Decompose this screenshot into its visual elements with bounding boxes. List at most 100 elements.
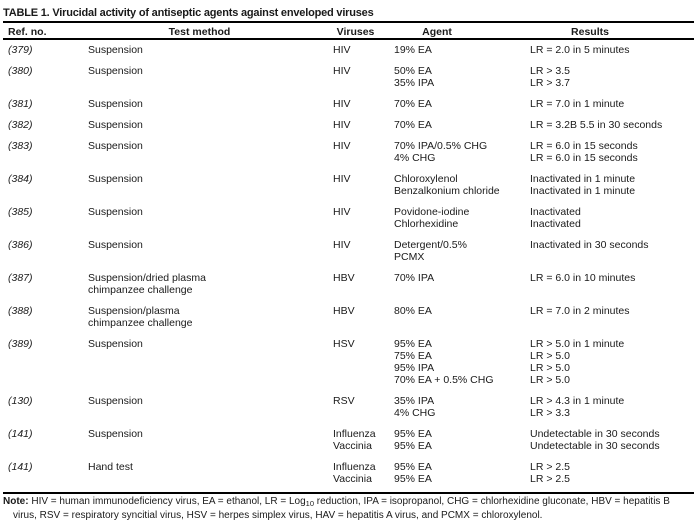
cell-line: LR > 2.5 [530, 473, 570, 485]
viruses-cell: Influenza Vaccinia [333, 428, 394, 452]
cell-line: Hand test [88, 461, 133, 473]
cell-line: (384) [8, 173, 33, 185]
results-cell: LR > 5.0 in 1 minute LR > 5.0 LR > 5.0 LR >… [530, 338, 694, 386]
cell-line: LR = 7.0 in 2 minutes [530, 305, 630, 317]
agent-cell: Chloroxylenol Benzalkonium chloride [394, 173, 530, 197]
cell-line: Suspension [88, 98, 143, 110]
note-line-1: Note: HIV = human immunodeficiency virus… [3, 496, 695, 510]
cell-line: LR > 3.5 [530, 65, 570, 77]
cell-line: Undetectable in 30 seconds [530, 440, 660, 452]
cell-line: (388) [8, 305, 33, 317]
cell-line: Inactivated [530, 218, 581, 230]
cell-line: HIV [333, 65, 351, 77]
agent-cell: Detergent/0.5% PCMX [394, 239, 530, 263]
cell-line: 4% CHG [394, 152, 436, 164]
cell-line: HSV [333, 338, 355, 350]
results-cell: LR = 7.0 in 1 minute [530, 98, 694, 110]
results-cell: LR = 6.0 in 10 minutes [530, 272, 694, 296]
table-row: (387) Suspension/dried plasma chimpanzee … [3, 272, 694, 296]
cell-line: LR = 6.0 in 15 seconds [530, 152, 638, 164]
column-header-results: Results [571, 26, 609, 38]
cell-line: Inactivated in 1 minute [530, 173, 636, 185]
test-method-cell: Suspension [88, 239, 333, 263]
cell-line: HIV [333, 173, 351, 185]
cell-line: HIV [333, 206, 351, 218]
cell-line: LR > 5.0 [530, 362, 570, 374]
viruses-cell: Influenza Vaccinia [333, 461, 394, 485]
cell-line: Undetectable in 30 seconds [530, 428, 660, 440]
cell-line: PCMX [394, 251, 425, 263]
test-method-cell: Suspension [88, 119, 333, 131]
results-cell: Inactivated in 1 minute Inactivated in 1 … [530, 173, 694, 197]
agent-cell: 95% EA 75% EA 95% IPA 70% EA + 0.5% CHG [394, 338, 530, 386]
test-method-cell: Suspension/plasma chimpanzee challenge [88, 305, 333, 329]
results-cell: LR > 4.3 in 1 minute LR > 3.3 [530, 395, 694, 419]
ref-no-cell: (389) [3, 338, 88, 386]
viruses-cell: HIV [333, 44, 394, 56]
viruses-cell: HSV [333, 338, 394, 386]
ref-no-cell: (380) [3, 65, 88, 89]
table-title: TABLE 1. Virucidal activity of antisepti… [3, 7, 374, 19]
results-cell: Undetectable in 30 seconds Undetectable i… [530, 428, 694, 452]
table-row: (386) Suspension HIV Detergent/0.5% PCMX … [3, 239, 694, 263]
ref-no-cell: (141) [3, 461, 88, 485]
column-header-test-method: Test method [168, 26, 231, 38]
viruses-cell: HIV [333, 173, 394, 197]
cell-line: Influenza [333, 428, 376, 440]
cell-line: Inactivated in 30 seconds [530, 239, 649, 251]
ref-no-cell: (382) [3, 119, 88, 131]
cell-line: Suspension/plasma [88, 305, 180, 317]
cell-line: 70% EA + 0.5% CHG [394, 374, 494, 386]
agent-cell: 70% IPA/0.5% CHG 4% CHG [394, 140, 530, 164]
viruses-cell: RSV [333, 395, 394, 419]
cell-line: LR = 2.0 in 5 minutes [530, 44, 630, 56]
cell-line: LR = 7.0 in 1 minute [530, 98, 625, 110]
cell-line: Chlorhexidine [394, 218, 459, 230]
cell-line: LR = 6.0 in 15 seconds [530, 140, 638, 152]
table-body: (379) Suspension HIV 19% EA LR = 2.0 in … [3, 44, 694, 494]
cell-line: Influenza [333, 461, 376, 473]
cell-line: (380) [8, 65, 33, 77]
cell-line: 70% IPA [394, 272, 435, 284]
note-subscript: 10 [305, 499, 315, 508]
cell-line: Inactivated in 1 minute [530, 185, 636, 197]
test-method-cell: Suspension [88, 44, 333, 56]
ref-no-cell: (385) [3, 206, 88, 230]
cell-line: 95% IPA [394, 362, 435, 374]
table-row: (389) Suspension HSV 95% EA 75% EA 95% IPA… [3, 338, 694, 386]
cell-line: 80% EA [394, 305, 432, 317]
cell-line: HIV [333, 98, 351, 110]
cell-line: 70% EA [394, 98, 432, 110]
agent-cell: 70% IPA [394, 272, 530, 296]
cell-line: (383) [8, 140, 33, 152]
results-cell: LR > 3.5 LR > 3.7 [530, 65, 694, 89]
cell-line: (386) [8, 239, 33, 251]
cell-line: Detergent/0.5% [394, 239, 467, 251]
column-header-ref-no: Ref. no. [8, 26, 47, 38]
table-row: (383) Suspension HIV 70% IPA/0.5% CHG 4% … [3, 140, 694, 164]
cell-line: Chloroxylenol [394, 173, 458, 185]
ref-no-cell: (384) [3, 173, 88, 197]
viruses-cell: HBV [333, 272, 394, 296]
table-row: (388) Suspension/plasma chimpanzee challe… [3, 305, 694, 329]
cell-line: (379) [8, 44, 33, 56]
cell-line: RSV [333, 395, 355, 407]
column-header-viruses: Viruses [336, 26, 375, 38]
cell-line: LR > 3.3 [530, 407, 570, 419]
note-text-post: reduction, IPA = isopropanol, CHG = chlo… [314, 496, 670, 507]
cell-line: Suspension [88, 428, 143, 440]
header-rule [3, 38, 694, 40]
ref-no-cell: (381) [3, 98, 88, 110]
cell-line: HIV [333, 119, 351, 131]
cell-line: 50% EA [394, 65, 432, 77]
ref-no-cell: (387) [3, 272, 88, 296]
cell-line: Suspension [88, 338, 143, 350]
note-line-2: virus, RSV = respiratory syncitial virus… [13, 510, 543, 521]
table-row: (141) Suspension Influenza Vaccinia 95% E… [3, 428, 694, 452]
cell-line: Suspension [88, 239, 143, 251]
cell-line: 95% EA [394, 440, 432, 452]
cell-line: Suspension [88, 119, 143, 131]
test-method-cell: Suspension [88, 206, 333, 230]
cell-line: 75% EA [394, 350, 432, 362]
test-method-cell: Suspension/dried plasma chimpanzee challe… [88, 272, 333, 296]
